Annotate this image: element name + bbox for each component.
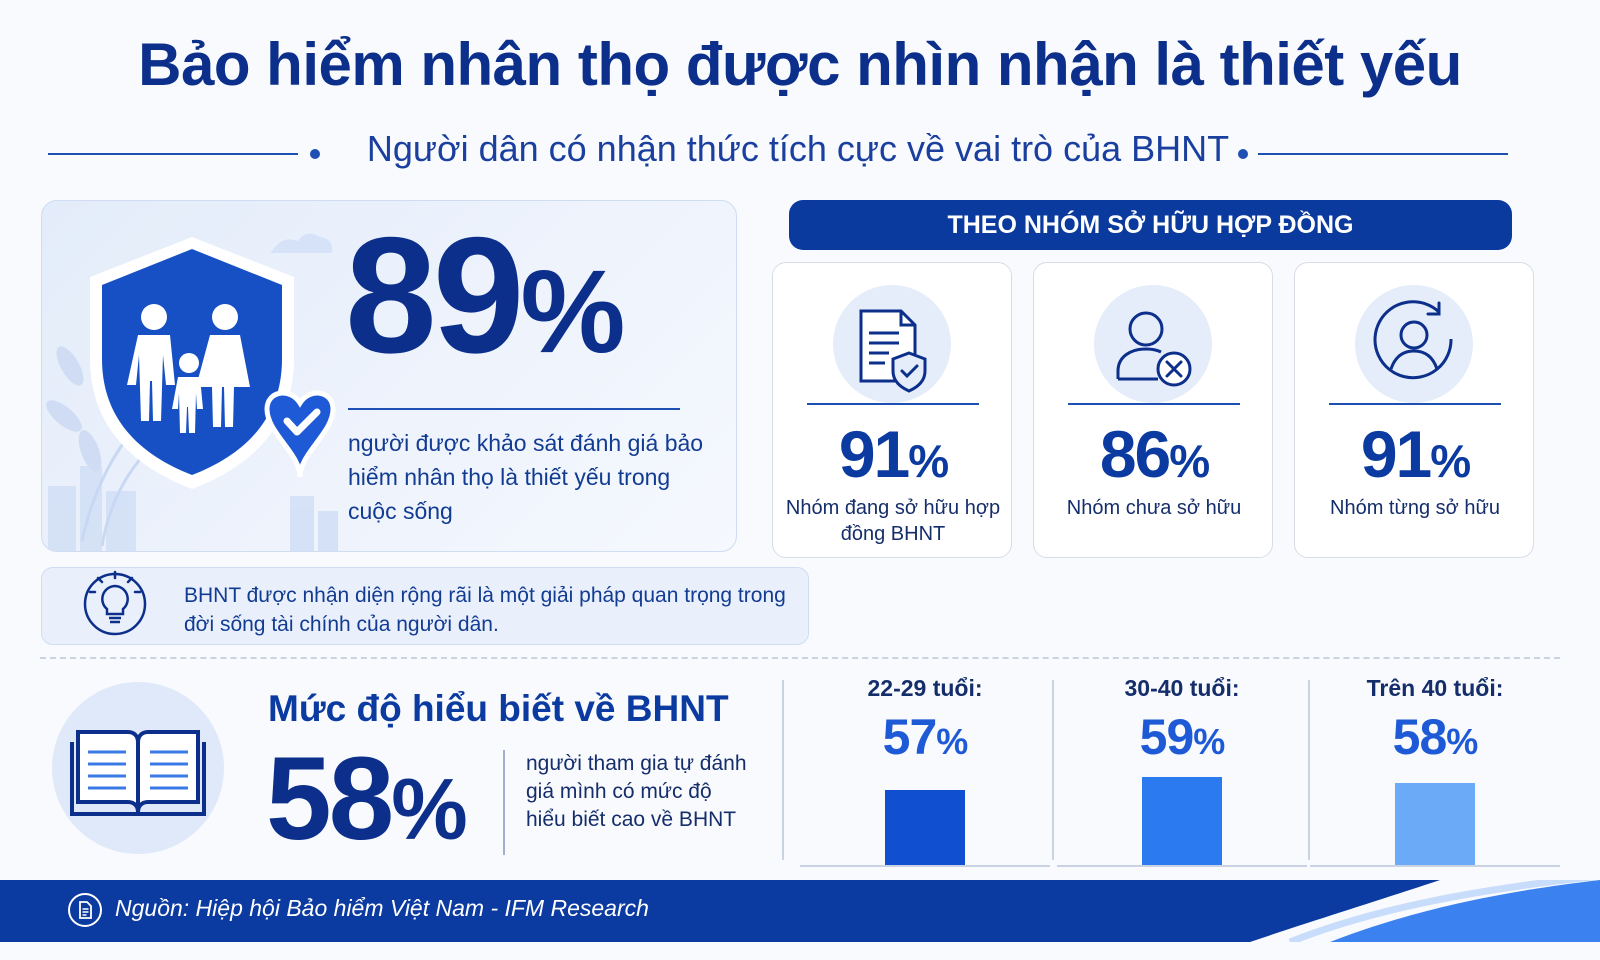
group-number: 91: [1360, 417, 1432, 491]
document-icon: [68, 893, 102, 927]
age-bar-group: 22-29 tuổi: 57%: [800, 675, 1050, 867]
understanding-divider: [503, 750, 505, 855]
headline-card: 89% người được khảo sát đánh giá bảo hiể…: [41, 200, 737, 552]
bar-category-label: Trên 40 tuổi:: [1366, 675, 1504, 701]
headline-unit: %: [520, 246, 626, 378]
group-unit: %: [1430, 435, 1471, 487]
page-title: Bảo hiểm nhân thọ được nhìn nhận là thiế…: [138, 31, 1462, 98]
headline-number: 89: [345, 203, 525, 387]
headline-description: người được khảo sát đánh giá bảo hiểm nh…: [348, 430, 704, 524]
bar-value: 58: [1392, 709, 1448, 765]
group-card-owning: 91% Nhóm đang sở hữu hợp đồng BHNT: [772, 262, 1012, 558]
bar: [1142, 776, 1222, 865]
shield-family-icon: [46, 233, 338, 551]
group-number: 91: [838, 417, 910, 491]
bar-unit: %: [1193, 721, 1225, 762]
bar: [885, 789, 965, 865]
age-bar-group: Trên 40 tuổi: 58%: [1310, 675, 1560, 867]
headline-value: 89%: [345, 213, 626, 378]
understanding-unit: %: [391, 762, 467, 858]
group-label: Nhóm từng sở hữu: [1330, 497, 1500, 519]
lightbulb-icon: [83, 570, 147, 636]
group-unit: %: [908, 435, 949, 487]
group-value: 86%: [1034, 421, 1274, 487]
insight-text: BHNT được nhận diện rộng rãi là một giải…: [184, 584, 786, 636]
contract-shield-icon: [859, 309, 927, 393]
group-value: 91%: [1295, 421, 1535, 487]
bar-category-label: 22-29 tuổi:: [867, 675, 983, 701]
age-divider: [782, 680, 784, 860]
bar: [1395, 783, 1475, 865]
bar-value: 59: [1139, 709, 1195, 765]
source-text: Nguồn: Hiệp hội Bảo hiểm Việt Nam - IFM …: [115, 895, 649, 921]
bar-baseline: [800, 865, 1050, 867]
headline-divider: [348, 408, 680, 410]
section-divider: [40, 657, 1560, 659]
subtitle-row: Người dân có nhận thức tích cực về vai t…: [48, 128, 1548, 169]
group-divider: [807, 403, 979, 405]
age-divider: [1308, 680, 1310, 860]
bar-value-label: 58%: [1310, 712, 1560, 762]
bar-value: 57: [882, 709, 938, 765]
bar-value-label: 57%: [800, 712, 1050, 762]
understanding-title: Mức độ hiểu biết về BHNT: [268, 688, 729, 729]
subtitle-dot-right: [1238, 149, 1248, 159]
group-divider: [1329, 403, 1501, 405]
group-card-not-owning: 86% Nhóm chưa sở hữu: [1033, 262, 1273, 558]
groups-header: THEO NHÓM SỞ HỮU HỢP ĐỒNG: [789, 200, 1512, 250]
group-card-previously-owning: 91% Nhóm từng sở hữu: [1294, 262, 1534, 558]
bar-baseline: [1310, 865, 1560, 867]
page-subtitle: Người dân có nhận thức tích cực về vai t…: [366, 128, 1230, 169]
bar-unit: %: [1446, 721, 1478, 762]
footer-banner: [0, 880, 1600, 942]
bar-value-label: 59%: [1057, 712, 1307, 762]
subtitle-line-left: [48, 153, 298, 155]
subtitle-dot-left: [310, 149, 320, 159]
bar-category-label: 30-40 tuổi:: [1124, 675, 1240, 701]
bar-unit: %: [936, 721, 968, 762]
insight-box: BHNT được nhận diện rộng rãi là một giải…: [41, 567, 809, 645]
group-value: 91%: [773, 421, 1013, 487]
understanding-number: 58: [266, 733, 394, 865]
age-bar-group: 30-40 tuổi: 59%: [1057, 675, 1307, 867]
understanding-value: 58%: [266, 740, 468, 858]
age-divider: [1052, 680, 1054, 860]
group-label: Nhóm đang sở hữu hợp đồng BHNT: [785, 497, 1001, 545]
group-label: Nhóm chưa sở hữu: [1066, 497, 1242, 519]
understanding-description: người tham gia tự đánh giá mình có mức đ…: [526, 752, 747, 831]
group-unit: %: [1169, 435, 1210, 487]
subtitle-line-right: [1258, 153, 1508, 155]
group-divider: [1068, 403, 1240, 405]
user-x-icon: [1116, 311, 1192, 387]
bar-baseline: [1057, 865, 1307, 867]
user-refresh-icon: [1373, 300, 1453, 380]
book-icon: [70, 730, 206, 816]
group-number: 86: [1099, 417, 1171, 491]
